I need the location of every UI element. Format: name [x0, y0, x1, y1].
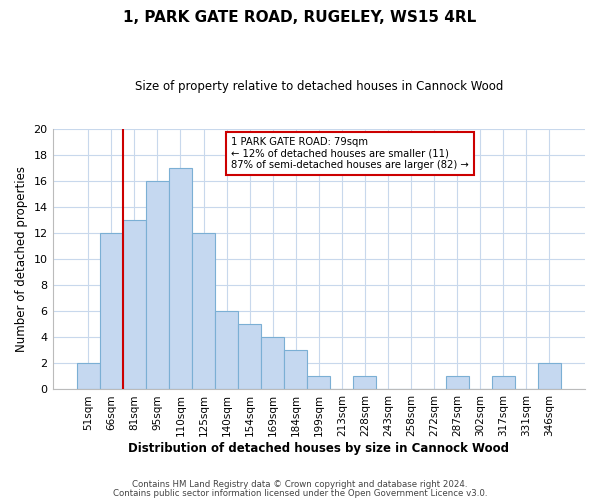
- Bar: [238, 324, 261, 390]
- Text: Contains public sector information licensed under the Open Government Licence v3: Contains public sector information licen…: [113, 490, 487, 498]
- Bar: [215, 312, 238, 390]
- Bar: [307, 376, 330, 390]
- X-axis label: Distribution of detached houses by size in Cannock Wood: Distribution of detached houses by size …: [128, 442, 509, 455]
- Bar: [146, 181, 169, 390]
- Bar: [77, 364, 100, 390]
- Text: Contains HM Land Registry data © Crown copyright and database right 2024.: Contains HM Land Registry data © Crown c…: [132, 480, 468, 489]
- Y-axis label: Number of detached properties: Number of detached properties: [15, 166, 28, 352]
- Bar: [100, 233, 123, 390]
- Bar: [169, 168, 192, 390]
- Text: 1, PARK GATE ROAD, RUGELEY, WS15 4RL: 1, PARK GATE ROAD, RUGELEY, WS15 4RL: [124, 10, 476, 25]
- Title: Size of property relative to detached houses in Cannock Wood: Size of property relative to detached ho…: [134, 80, 503, 93]
- Bar: [538, 364, 561, 390]
- Bar: [353, 376, 376, 390]
- Bar: [192, 233, 215, 390]
- Bar: [261, 338, 284, 390]
- Bar: [284, 350, 307, 390]
- Bar: [491, 376, 515, 390]
- Bar: [446, 376, 469, 390]
- Bar: [123, 220, 146, 390]
- Text: 1 PARK GATE ROAD: 79sqm
← 12% of detached houses are smaller (11)
87% of semi-de: 1 PARK GATE ROAD: 79sqm ← 12% of detache…: [231, 136, 469, 170]
